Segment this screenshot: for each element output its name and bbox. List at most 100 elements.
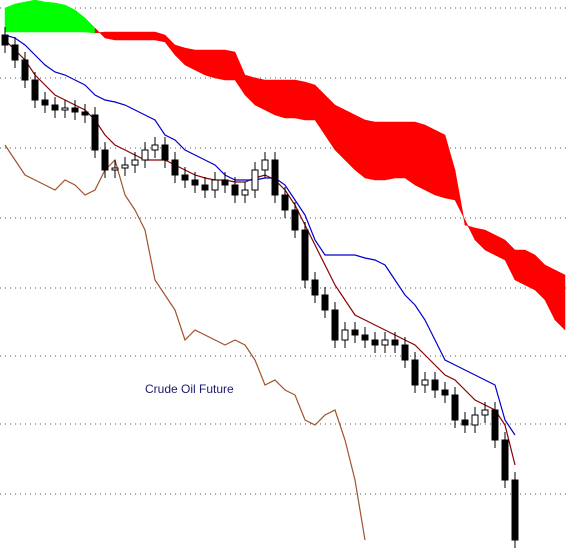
cloud-segment <box>104 31 116 41</box>
candle-body <box>121 164 129 169</box>
cloud-segment <box>154 31 166 43</box>
candle-body <box>61 107 69 111</box>
candle-body <box>511 479 519 541</box>
cloud-segment <box>34 0 46 33</box>
candle-body <box>491 409 499 441</box>
candle-body <box>31 79 39 101</box>
candle-body <box>421 379 429 386</box>
candle-body <box>181 174 189 181</box>
cloud-segment <box>404 121 416 186</box>
chikou-line <box>4 144 366 541</box>
candle-body <box>461 419 469 426</box>
candle-body <box>211 179 219 191</box>
candle-body <box>191 179 199 186</box>
candle-body <box>501 439 509 481</box>
cloud-segment <box>284 79 296 119</box>
candle-body <box>411 359 419 386</box>
candle-body <box>381 339 389 346</box>
candle-body <box>41 99 49 106</box>
candle-body <box>101 149 109 171</box>
cloud-segment <box>224 49 236 81</box>
candle-body <box>321 294 329 311</box>
cloud-segment <box>84 17 96 34</box>
cloud-segment <box>494 234 506 261</box>
candle-body <box>151 144 159 151</box>
candle-body <box>161 144 169 161</box>
cloud-segment <box>394 121 406 179</box>
cloud-segment <box>134 31 146 41</box>
candle-body <box>471 414 479 426</box>
candle-body <box>401 344 409 361</box>
candle-body <box>141 149 149 161</box>
cloud-segment <box>264 79 276 116</box>
cloud-segment <box>514 249 526 286</box>
candle-body <box>81 111 89 116</box>
candle-body <box>281 194 289 211</box>
candle-body <box>171 159 179 176</box>
kijun-line <box>4 34 516 436</box>
cloud-segment <box>54 2 66 33</box>
candle-body <box>261 159 269 171</box>
cloud-segment <box>44 1 56 33</box>
cloud-segment <box>544 264 556 321</box>
cloud-segment <box>274 79 286 119</box>
cloud-segment <box>344 109 356 171</box>
cloud-segment <box>234 51 246 96</box>
tenkan-line <box>4 39 516 466</box>
candle-body <box>221 179 229 186</box>
candle-body <box>431 379 439 391</box>
candle-body <box>451 394 459 421</box>
cloud-segment <box>94 27 106 39</box>
candle-body <box>201 184 209 191</box>
cloud-segment <box>24 0 36 33</box>
cloud-segment <box>64 4 76 33</box>
cloud-segment <box>364 119 376 181</box>
candle-body <box>71 107 79 113</box>
candle-body <box>391 339 399 346</box>
candle-body <box>341 329 349 341</box>
candle-body <box>291 209 299 231</box>
cloud-segment <box>314 84 326 136</box>
candle-body <box>271 159 279 196</box>
candle-body <box>371 339 379 346</box>
cloud-segment <box>484 229 496 256</box>
candle-body <box>331 309 339 341</box>
candle-body <box>241 189 249 196</box>
cloud-segment <box>474 227 486 251</box>
cloud-segment <box>194 49 206 76</box>
cloud-segment <box>204 49 216 79</box>
candle-body <box>1 34 9 46</box>
candle-body <box>11 44 19 61</box>
cloud-segment <box>4 3 16 33</box>
candle-body <box>131 159 139 166</box>
chart-annotation: Crude Oil Future <box>145 382 234 396</box>
candle-body <box>311 279 319 296</box>
cloud-segment <box>124 31 136 41</box>
candle-body <box>231 184 239 196</box>
candle-body <box>301 229 309 281</box>
candle-body <box>111 167 119 171</box>
candle-body <box>251 169 259 191</box>
cloud-segment <box>454 169 466 226</box>
cloud-segment <box>164 34 176 56</box>
cloud-segment <box>374 121 386 181</box>
cloud-segment <box>444 134 456 201</box>
cloud-segment <box>144 31 156 41</box>
cloud-segment <box>184 47 196 71</box>
candle-body <box>351 329 359 336</box>
candle-body <box>481 409 489 416</box>
candle-body <box>361 334 369 341</box>
cloud-segment <box>534 254 546 301</box>
cloud-segment <box>244 74 256 106</box>
cloud-segment <box>214 49 226 81</box>
cloud-segment <box>324 94 336 151</box>
cloud-segment <box>424 124 436 196</box>
cloud-segment <box>114 31 126 41</box>
cloud-segment <box>414 121 426 191</box>
candle-body <box>91 114 99 151</box>
cloud-segment <box>434 129 446 199</box>
cloud-segment <box>294 79 306 121</box>
candle-body <box>51 104 59 111</box>
